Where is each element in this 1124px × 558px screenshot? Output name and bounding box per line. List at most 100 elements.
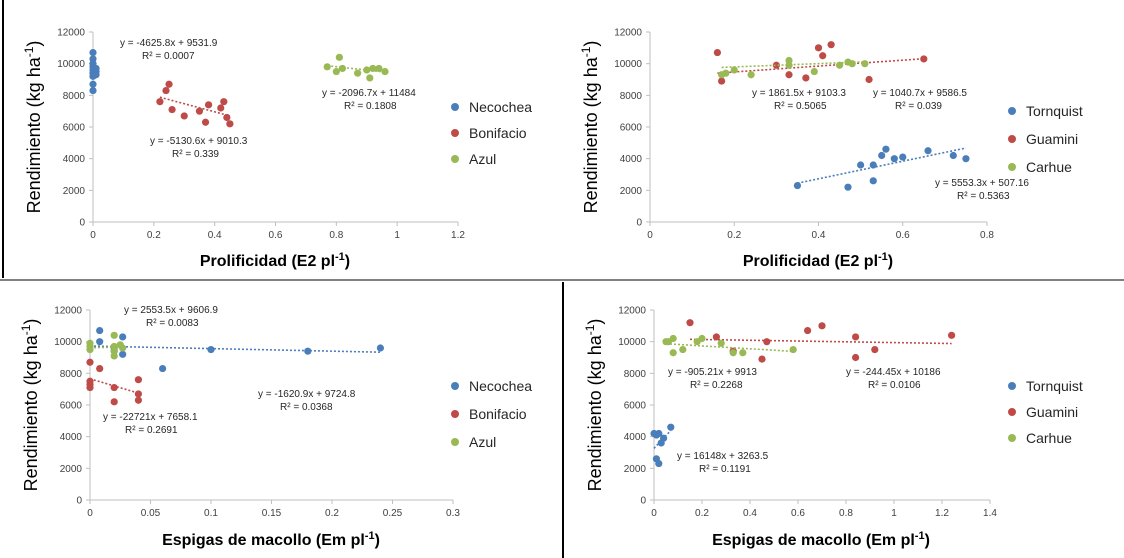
x-tick-label: 0.25: [383, 508, 403, 519]
y-tick-label: 4000: [60, 432, 83, 443]
x-axis-label: Prolificidad (E2 pl-1): [200, 251, 350, 270]
x-axis-label-main: Espigas de macollo (Em pl: [162, 532, 365, 549]
point-azul: [366, 74, 374, 82]
legend-marker-azul: [451, 438, 459, 446]
r2-label: R² = 0.2691: [125, 425, 178, 436]
r2-label: R² = 0.1191: [699, 464, 751, 475]
x-tick-label: 0.05: [141, 508, 161, 519]
point-guamini: [827, 41, 835, 49]
point-guamini: [686, 319, 694, 327]
equation-label: y = 1040.7x + 9586.5: [873, 88, 967, 99]
point-carhue: [789, 345, 797, 354]
point-guamini: [713, 48, 722, 57]
point-bonifacio: [220, 98, 228, 106]
r2-label: R² = 0.0106: [868, 380, 921, 391]
point-bonifacio: [168, 105, 176, 114]
y-tick-label: 6000: [624, 401, 647, 412]
point-bonifacio: [134, 376, 142, 384]
y-tick-label: 2000: [60, 464, 83, 475]
x-tick-label: 0.6: [269, 230, 283, 241]
point-tornquist: [869, 161, 877, 169]
r2-label: R² = 0.1808: [344, 101, 397, 112]
x-tick-label: 0.4: [812, 230, 826, 241]
point-necochea: [89, 48, 97, 57]
y-tick-label: 12000: [614, 28, 642, 39]
point-carhue: [785, 61, 793, 69]
y-axis-label-end: ): [24, 41, 44, 47]
y-axis-label-main: Rendimiento (kg ha: [581, 56, 601, 213]
y-axis-label-main: Rendimiento (kg ha: [24, 56, 44, 213]
legend-marker-azul: [451, 155, 459, 163]
x-axis-label-sup: -1: [365, 530, 375, 542]
x-tick-label: 0.3: [446, 508, 460, 519]
x-tick-label: 0: [90, 230, 96, 241]
legend-marker-bonifacio: [451, 410, 459, 418]
y-axis-label-main: Rendimiento (kg ha: [585, 334, 605, 491]
y-tick-label: 2000: [63, 186, 86, 197]
point-bonifacio: [162, 86, 170, 95]
legend-label-azul: Azul: [469, 151, 496, 167]
x-axis-label: Espigas de macollo (Em pl-1): [712, 530, 930, 549]
legend-label-necochea: Necochea: [469, 378, 532, 394]
point-bonifacio: [156, 98, 164, 106]
r2-label: R² = 0.0083: [146, 318, 199, 329]
y-axis-label-main: Rendimiento (kg ha: [21, 334, 41, 491]
y-tick-label: 4000: [624, 432, 647, 443]
point-guamini: [758, 355, 766, 363]
point-carhue: [669, 334, 677, 343]
y-tick-label: 6000: [620, 123, 643, 134]
point-guamini: [852, 353, 860, 362]
x-axis-label-sup: -1: [915, 530, 925, 542]
point-bonifacio: [217, 104, 225, 112]
point-necochea: [96, 338, 104, 346]
point-bonifacio: [86, 383, 94, 392]
point-necochea: [304, 347, 312, 355]
r2-label: R² = 0.0007: [142, 51, 195, 62]
y-axis-label-end: ): [21, 319, 41, 325]
point-tornquist: [857, 161, 865, 169]
point-azul: [354, 69, 362, 77]
point-azul: [110, 352, 118, 360]
x-tick-label: 0.2: [147, 230, 161, 241]
legend-label-bonifacio: Bonifacio: [469, 125, 527, 141]
point-guamini: [802, 74, 810, 82]
y-tick-label: 0: [79, 218, 85, 229]
trendline-azul: [89, 345, 123, 349]
legend-marker-tornquist: [1008, 107, 1016, 115]
point-necochea: [89, 86, 97, 95]
chart-3: 0 2000 4000 6000 8000 10000 12000 0 0.05 0.1 0.15 0…: [19, 305, 532, 549]
y-tick-label: 10000: [57, 59, 85, 70]
point-azul: [375, 64, 383, 73]
y-axis-label: Rendimiento (kg ha-1): [22, 41, 44, 214]
point-tornquist: [949, 151, 957, 160]
point-carhue: [747, 71, 755, 79]
point-bonifacio: [86, 358, 94, 366]
chart-4: 0 2000 4000 6000 8000 10000 12000 0 0.2 0.4 0.6 0.8…: [583, 306, 1083, 550]
point-guamini: [852, 333, 860, 341]
legend-marker-tornquist: [1008, 382, 1016, 390]
point-guamini: [948, 331, 956, 339]
point-bonifacio: [201, 118, 210, 126]
equation-label: y = 5553.3x + 507.16: [935, 178, 1029, 189]
y-tick-label: 12000: [618, 306, 646, 317]
y-axis-label-end: ): [585, 319, 605, 325]
point-guamini: [804, 326, 812, 335]
legend-label-bonifacio: Bonifacio: [469, 406, 527, 422]
point-necochea: [119, 350, 127, 358]
equation-label: y = -905.21x + 9913: [668, 367, 757, 378]
r2-label: R² = 0.039: [895, 101, 942, 112]
equation-label: y = -22721x + 7658.1: [103, 412, 198, 423]
x-axis-label-main: Espigas de macollo (Em pl: [712, 532, 915, 549]
y-tick-label: 12000: [57, 28, 85, 39]
x-tick-label: 0.8: [839, 508, 853, 519]
legend-label-guamini: Guamini: [1026, 131, 1078, 147]
x-tick-label: 0.1: [204, 508, 218, 519]
trendline-tornquist: [797, 147, 967, 184]
point-tornquist: [899, 153, 907, 161]
y-tick-label: 8000: [60, 369, 83, 380]
equation-label: y = -2096.7x + 11484: [322, 88, 416, 99]
y-tick-label: 8000: [624, 369, 647, 380]
point-azul: [338, 64, 347, 73]
point-azul: [363, 66, 371, 74]
y-axis-label-sup: -1: [22, 46, 36, 57]
